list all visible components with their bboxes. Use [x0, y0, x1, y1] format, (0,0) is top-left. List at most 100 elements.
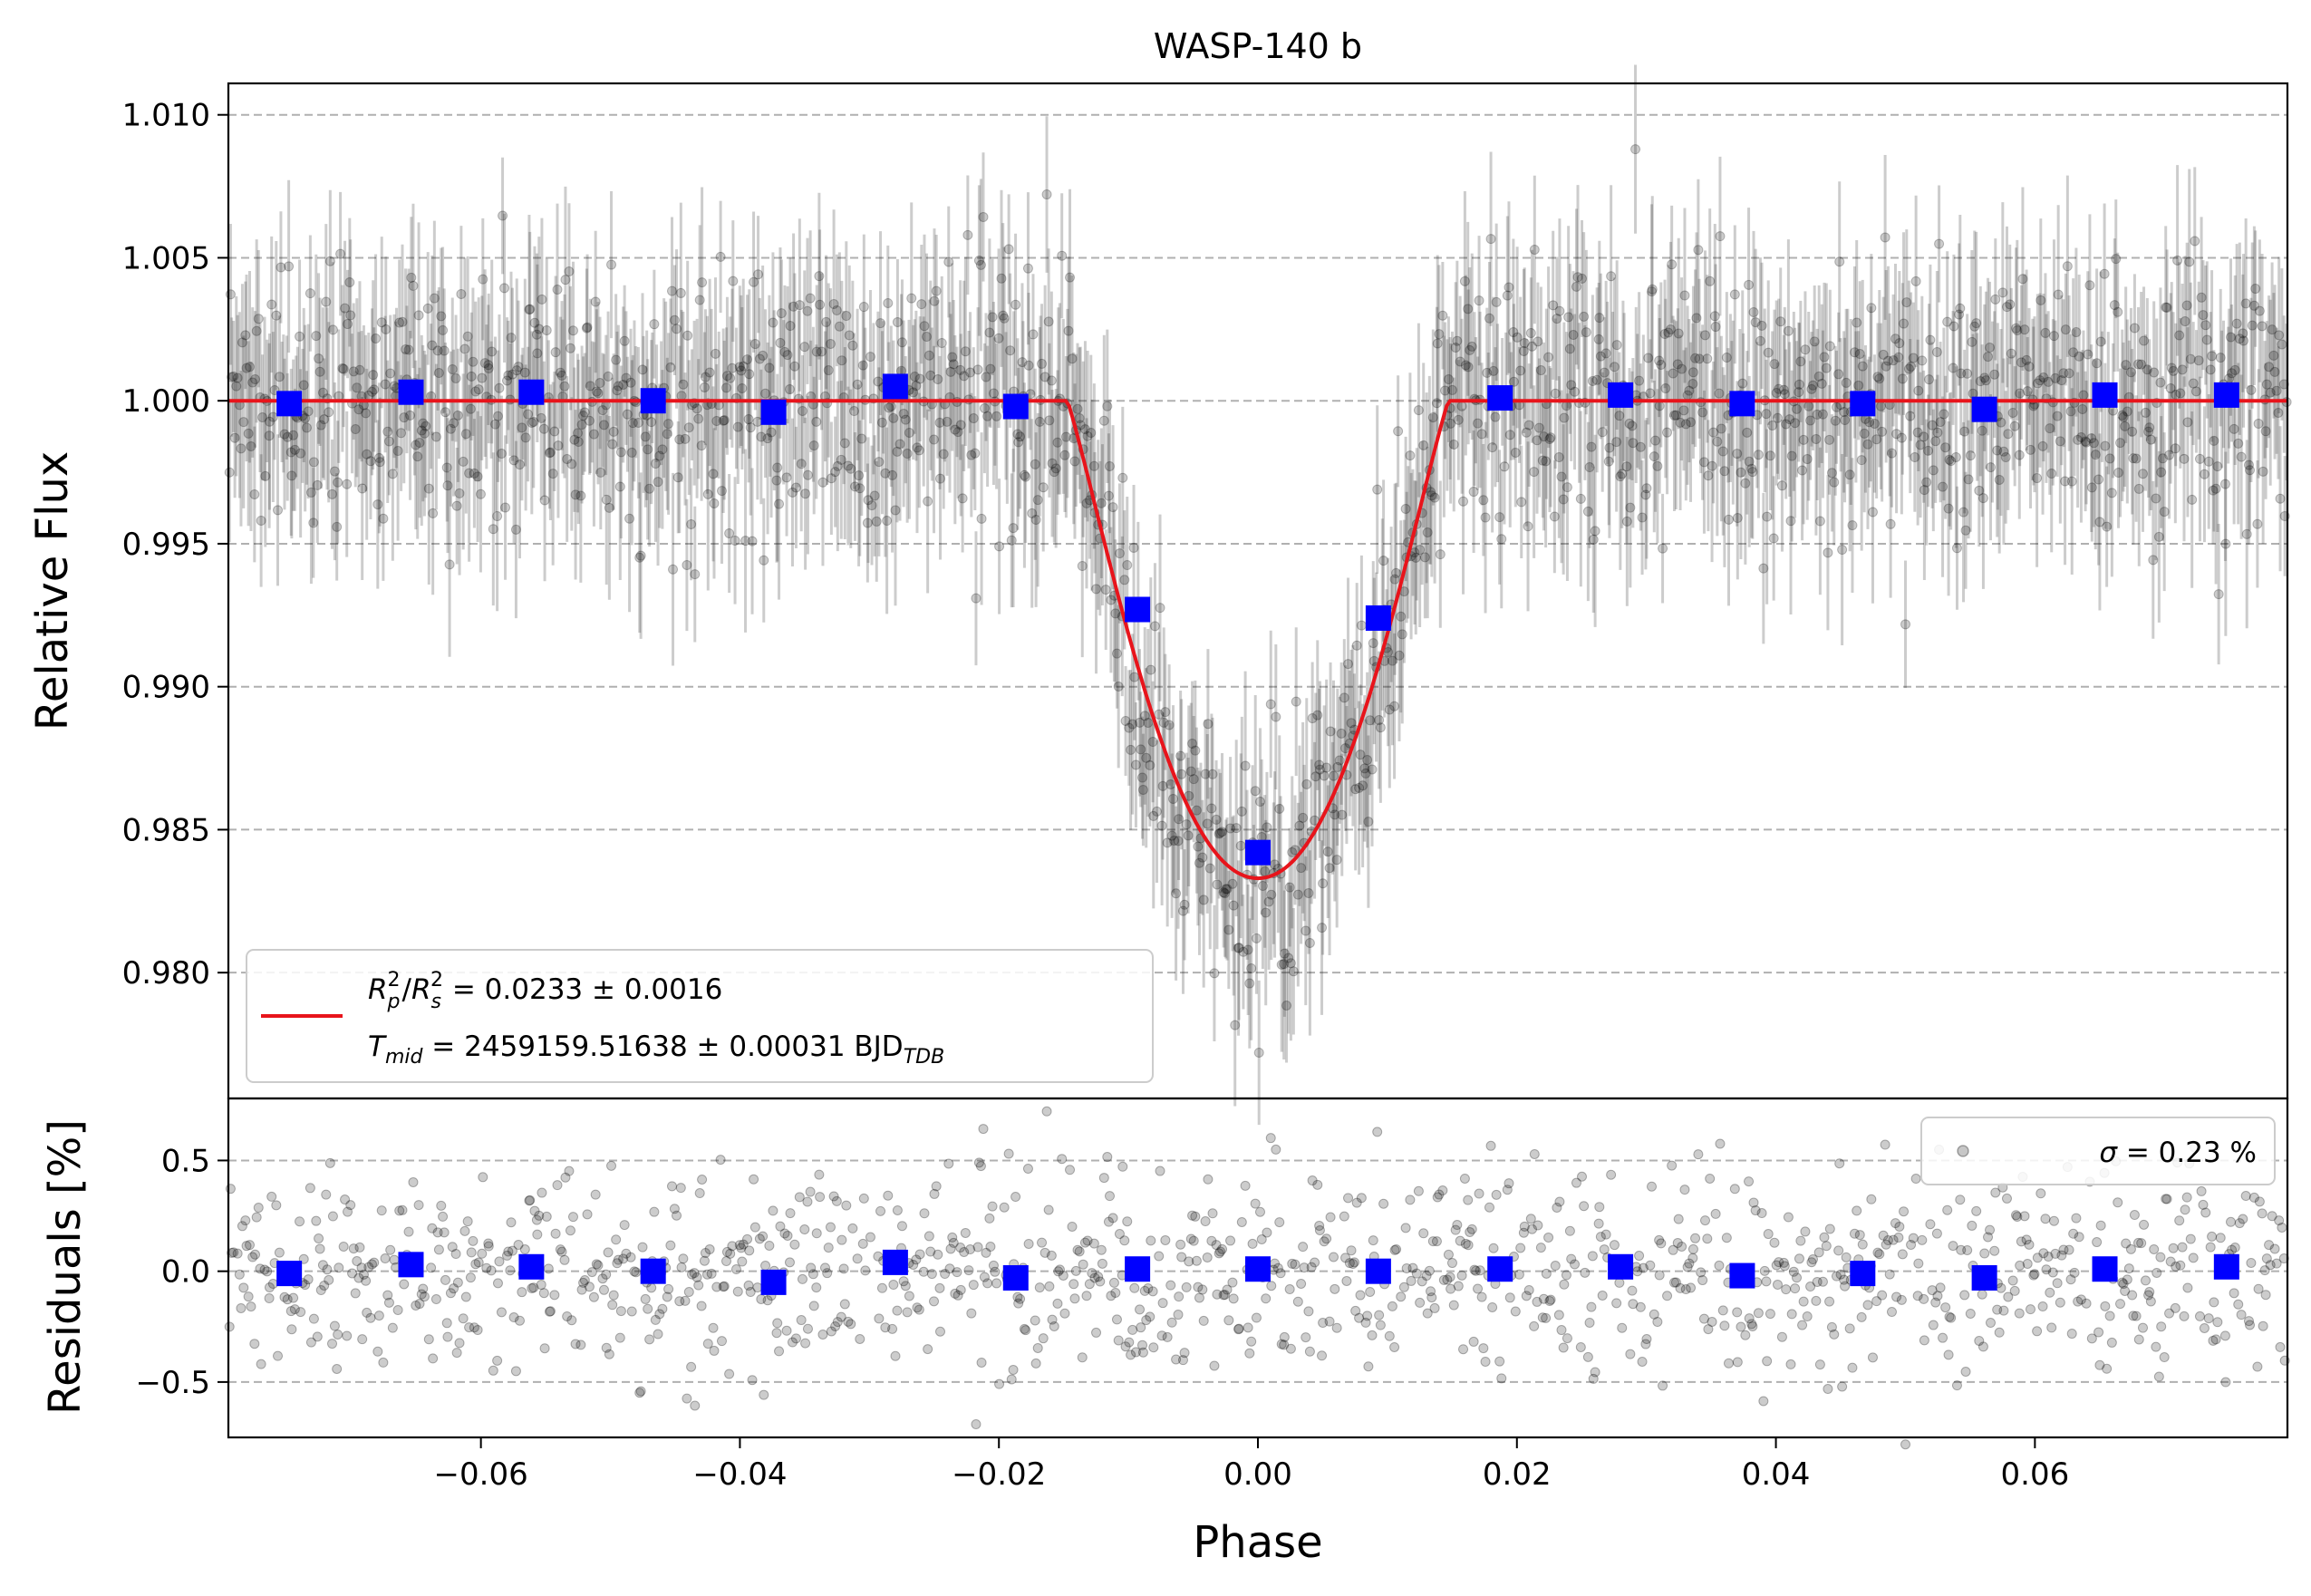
flux-data-point [2174, 330, 2185, 341]
residual-data-point [725, 1248, 736, 1259]
flux-data-point [285, 447, 296, 458]
flux-data-point [1005, 345, 1016, 356]
residual-data-point [860, 1265, 871, 1276]
residual-data-point [1059, 1308, 1070, 1319]
flux-data-point [584, 415, 595, 426]
flux-data-point [709, 498, 720, 508]
residual-data-point [1792, 1272, 1803, 1283]
flux-data-point [1393, 426, 1404, 437]
flux-data-point [1410, 552, 1421, 563]
flux-data-point [784, 384, 795, 395]
residual-data-point [1790, 1283, 1801, 1294]
residual-data-point [923, 1344, 933, 1355]
flux-data-point [1510, 447, 1521, 458]
residual-data-point [857, 1238, 868, 1249]
residual-data-point [477, 1248, 488, 1259]
flux-data-point [876, 417, 887, 428]
flux-data-point [2055, 436, 2065, 447]
flux-data-point [1917, 355, 1928, 366]
residual-data-point [513, 1240, 524, 1251]
flux-data-point [1318, 878, 1329, 889]
flux-data-point [1663, 327, 1674, 338]
flux-data-point [1604, 442, 1615, 453]
flux-data-point [643, 444, 653, 455]
flux-data-point [1974, 485, 1985, 496]
flux-data-point [863, 495, 874, 506]
residual-data-point [758, 1231, 769, 1242]
flux-data-point [1139, 711, 1150, 721]
flux-data-point [1756, 320, 1767, 331]
flux-data-point [1587, 375, 1598, 386]
flux-data-point [1426, 487, 1436, 498]
residual-data-point [1057, 1154, 1068, 1165]
flux-data-point [406, 272, 417, 283]
flux-data-point [1215, 827, 1226, 838]
residual-data-point [1847, 1362, 1858, 1373]
flux-data-point [857, 360, 868, 371]
flux-data-point [454, 488, 465, 498]
flux-data-point [1351, 640, 1362, 651]
flux-data-point [865, 352, 875, 363]
flux-data-point [1792, 403, 1803, 414]
residual-data-point [2029, 1269, 2040, 1280]
residual-data-point [1485, 1140, 1496, 1151]
flux-data-point [1254, 797, 1265, 808]
flux-data-point [1609, 362, 1620, 372]
flux-data-point [1852, 317, 1862, 328]
residual-data-point [472, 1325, 483, 1336]
flux-data-point [1284, 882, 1295, 893]
flux-data-point [999, 313, 1010, 324]
flux-data-point [2250, 284, 2261, 295]
residual-data-point [363, 1262, 374, 1272]
flux-data-point [593, 388, 604, 399]
residual-data-point [562, 1311, 573, 1321]
flux-data-point [298, 380, 309, 391]
flux-data-point [264, 430, 275, 441]
flux-data-point [1480, 512, 1491, 523]
flux-data-point [1599, 367, 1610, 378]
residual-data-point [1154, 1251, 1165, 1262]
flux-data-point [273, 505, 284, 516]
residual-data-point [1119, 1235, 1130, 1246]
flux-data-point [601, 494, 612, 505]
flux-data-point [478, 274, 488, 285]
flux-data-point [1673, 328, 1684, 339]
residual-data-point [411, 1300, 421, 1311]
residual-data-point [1579, 1201, 1590, 1212]
residual-data-point [802, 1196, 813, 1207]
residual-data-point [1880, 1139, 1890, 1150]
residual-data-point [1884, 1269, 1895, 1280]
flux-data-point [1176, 769, 1187, 779]
residual-data-point [1265, 1133, 1276, 1144]
flux-data-point [2238, 335, 2249, 346]
flux-data-point [1523, 420, 1534, 430]
residual-data-point [1046, 1250, 1057, 1261]
flux-data-point [1888, 355, 1899, 366]
flux-data-point [1582, 506, 1593, 517]
flux-data-point [1431, 398, 1442, 409]
flux-data-point [1181, 819, 1192, 830]
flux-data-point [1579, 311, 1590, 322]
residual-data-point [2205, 1242, 2216, 1253]
flux-data-point [1814, 516, 1825, 527]
residual-data-point [1044, 1281, 1055, 1291]
residual-data-point [1756, 1208, 1767, 1219]
flux-data-point [1548, 300, 1559, 311]
residual-data-point [1635, 1301, 1646, 1312]
flux-data-point [1521, 427, 1532, 438]
flux-data-point [1614, 411, 1625, 421]
residual-data-point [322, 1264, 333, 1275]
residual-data-point [428, 1353, 439, 1364]
residual-data-point [267, 1279, 278, 1290]
flux-data-point [598, 420, 609, 430]
flux-data-point [1419, 552, 1430, 563]
residual-data-point [1510, 1306, 1521, 1317]
flux-data-point [1152, 806, 1163, 817]
flux-data-point [1113, 681, 1124, 692]
flux-data-point [1670, 410, 1681, 421]
flux-data-point [369, 384, 380, 395]
flux-data-point [1126, 744, 1136, 755]
residual-data-point [1558, 1342, 1569, 1353]
residual-data-point [1276, 1339, 1287, 1349]
residual-data-point [1849, 1228, 1860, 1239]
